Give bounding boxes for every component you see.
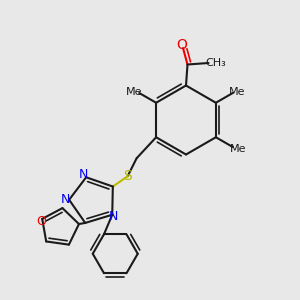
Text: S: S	[123, 169, 132, 183]
Text: Me: Me	[230, 144, 246, 154]
Text: O: O	[176, 38, 187, 52]
Text: N: N	[109, 210, 119, 223]
Text: Me: Me	[126, 86, 142, 97]
Text: N: N	[79, 168, 88, 182]
Text: CH₃: CH₃	[206, 58, 226, 68]
Text: N: N	[61, 193, 70, 206]
Text: O: O	[36, 215, 46, 228]
Text: Me: Me	[229, 86, 245, 97]
